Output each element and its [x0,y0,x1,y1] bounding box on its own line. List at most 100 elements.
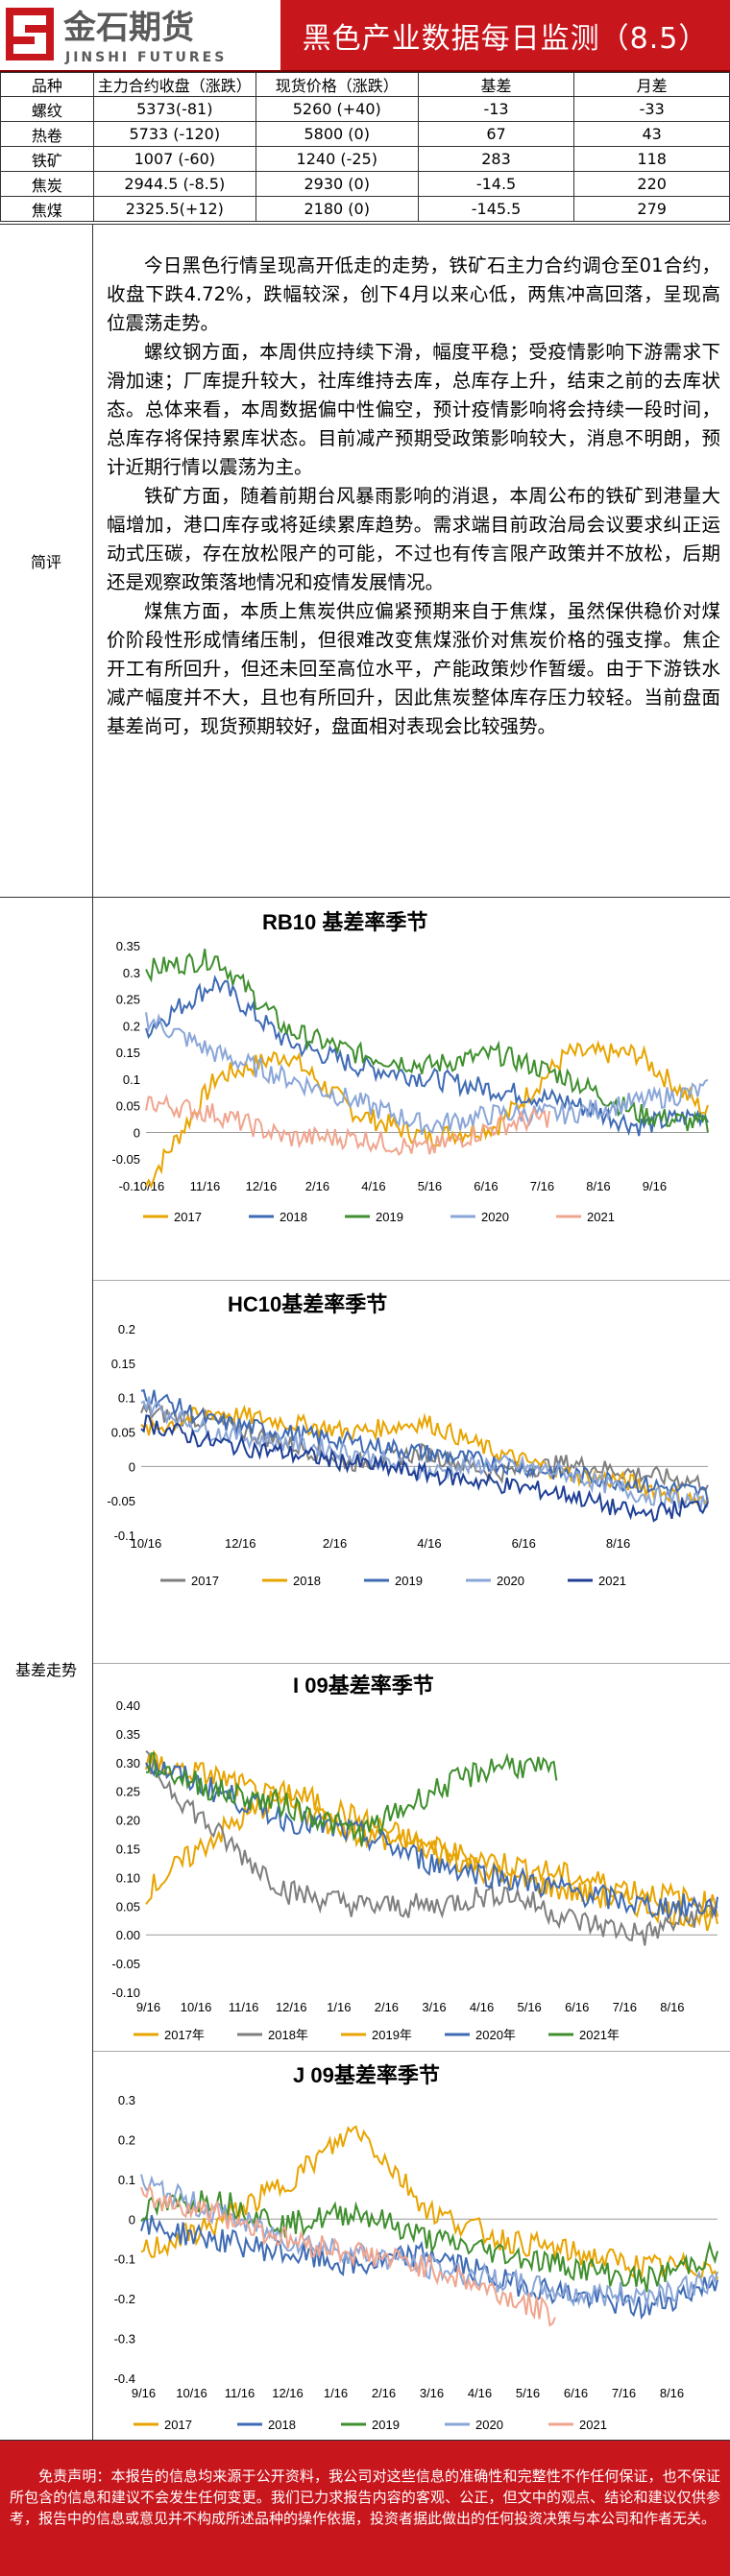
x-tick-label: 4/16 [468,2386,492,2400]
brand-en: JINSHI FUTURES [64,50,227,65]
x-tick-label: 6/16 [474,1179,498,1193]
y-tick-label: 0.05 [116,1899,140,1914]
commentary-paragraph: 铁矿方面，随着前期台风暴雨影响的消退，本周公布的铁矿到港量大幅增加，港口库存或将… [107,485,720,593]
legend-label: 2018年 [268,2028,308,2042]
y-tick-label: 0.25 [116,993,140,1007]
legend-label: 2017 [191,1574,219,1588]
x-tick-label: 7/16 [613,2000,637,2014]
y-tick-label: -0.2 [114,2292,135,2306]
y-tick-label: 0.35 [116,1727,140,1742]
series-line-2017 [140,1402,709,1492]
series-line-2018 [140,1404,709,1508]
x-tick-label: 10/16 [131,1536,162,1551]
brand-mark-icon: 金石期货 JINSHI FUTURES [6,8,227,65]
legend-label: 2020 [497,1574,524,1588]
brand-cn: 金石期货 [62,9,194,47]
hc10-chart: HC10基差率季节 0.2 0.15 0.1 0.05 0 -0.05 -0.110/16 12… [107,1292,709,1588]
legend-label: 2021 [598,1574,626,1588]
y-tick-label: -0.10 [111,1986,140,2000]
report-title-box: 黑色产业数据每日监测（8.5） [280,0,730,70]
x-tick-label: 6/16 [564,2386,588,2400]
table-cell: 2930 (0) [255,171,419,197]
hc10-chart-panel: HC10基差率季节 0.2 0.15 0.1 0.05 0 -0.05 -0.1 10/16 12… [93,1281,730,1664]
legend-label: 2017年 [164,2028,205,2042]
y-tick-label: 0.3 [118,2093,135,2107]
y-tick-label: 0.10 [116,1870,140,1885]
legend-label: 2017 [164,2418,192,2432]
table-cell: 43 [573,121,730,147]
y-tick-label: 0.25 [116,1785,140,1799]
legend-label: 2019年 [372,2028,412,2042]
y-tick-label: -0.1 [119,1179,140,1193]
table-cell: 1240 (-25) [255,146,419,172]
y-tick-label: 0.2 [118,2132,135,2147]
table-row: 焦炭 2944.5 (-8.5) 2930 (0) -14.5 220 [0,171,730,197]
series-line-2020年 [145,1761,718,1921]
x-tick-label: 10/16 [181,2000,212,2014]
series-line-2019年 [145,1749,718,1919]
table-cell: 283 [417,146,575,172]
table-cell: 螺纹 [0,96,94,122]
table-row: 铁矿 1007 (-60) 1240 (-25) 283 118 [0,146,730,172]
table-cell: -33 [573,96,730,122]
table-cell: 2325.5(+12) [92,196,256,222]
series-line-2018年 [145,1750,718,1946]
x-tick-label: 8/16 [660,2000,684,2014]
table-row: 焦煤 2325.5(+12) 2180 (0) -145.5 279 [0,196,730,222]
y-tick-label: -0.1 [114,2252,135,2267]
table-cell: 焦煤 [0,196,94,222]
x-tick-label: 10/16 [176,2386,207,2400]
table-cell: 铁矿 [0,146,94,172]
legend-label: 2017 [174,1210,202,1224]
y-tick-label: 0.2 [118,1322,135,1336]
table-cell: 5260 (+40) [255,96,419,122]
legend-label: 2019 [395,1574,423,1588]
x-tick-label: 1/16 [327,2000,351,2014]
x-tick-label: 8/16 [586,1179,610,1193]
y-tick-label: 0.2 [123,1019,140,1033]
y-tick-label: 0 [134,1125,140,1140]
x-tick-label: 2/16 [372,2386,396,2400]
x-tick-label: 9/16 [136,2000,160,2014]
x-tick-label: 6/16 [565,2000,589,2014]
i09-chart-panel: I 09基差率季节 0.40 0.35 0.30 0.25 0.20 0.15 0.10 0.0… [93,1664,730,2052]
table-cell: 2944.5 (-8.5) [92,171,256,197]
x-tick-label: 3/16 [420,2386,444,2400]
x-tick-label: 12/16 [272,2386,304,2400]
basis-label: 基差走势 [0,898,93,2440]
commentary-paragraph: 今日黑色行情呈现高开低走的走势，铁矿石主力合约调仓至01合约，收盘下跌4.72%… [107,254,720,334]
table-cell: 5733 (-120) [92,121,256,147]
table-header-row: 品种 主力合约收盘（涨跌） 现货价格（涨跌） 基差 月差 [0,72,730,97]
series-line-2020 [145,1012,709,1136]
series-line-2021 [145,1094,551,1157]
legend-label: 2020年 [475,2028,516,2042]
y-tick-label: -0.05 [111,1957,140,1971]
y-tick-label: -0.4 [114,2371,135,2386]
table-header-cell: 主力合约收盘（涨跌） [92,72,256,97]
y-tick-label: 0 [129,2212,135,2227]
table-cell: 5800 (0) [255,121,419,147]
legend-label: 2020 [475,2418,503,2432]
x-tick-label: 5/16 [516,2386,540,2400]
rb10-chart-panel: RB10 基差率季节 0.35 0.3 0.25 0.2 0.15 0.1 0.05 0 -0.0… [93,898,730,1281]
y-tick-label: 0.30 [116,1756,140,1770]
x-tick-label: 11/16 [190,1179,221,1193]
y-tick-label: -0.05 [107,1494,135,1508]
table-header-cell: 基差 [417,72,575,97]
y-tick-label: 0.20 [116,1814,140,1828]
j09-chart: J 09基差率季节 0.3 0.2 0.1 0 -0.1 -0.2 -0.3 -0.49/16 1… [114,2063,718,2432]
x-tick-label: 1/16 [324,2386,348,2400]
x-tick-label: 2/16 [323,1536,347,1551]
table-cell: 2180 (0) [255,196,419,222]
commentary-label: 简评 [0,225,93,897]
table-cell: 5373(-81) [92,96,256,122]
x-tick-label: 7/16 [530,1179,554,1193]
y-tick-label: 0.1 [123,1072,140,1087]
x-tick-label: 8/16 [660,2386,684,2400]
y-tick-label: -0.1 [114,1529,135,1543]
table-cell: -13 [417,96,575,122]
i09-chart: I 09基差率季节 0.40 0.35 0.30 0.25 0.20 0.15 0.10 0.0… [111,1673,718,2042]
y-tick-label: 0 [129,1459,135,1474]
table-cell: 热卷 [0,121,94,147]
y-tick-label: -0.05 [111,1152,140,1167]
